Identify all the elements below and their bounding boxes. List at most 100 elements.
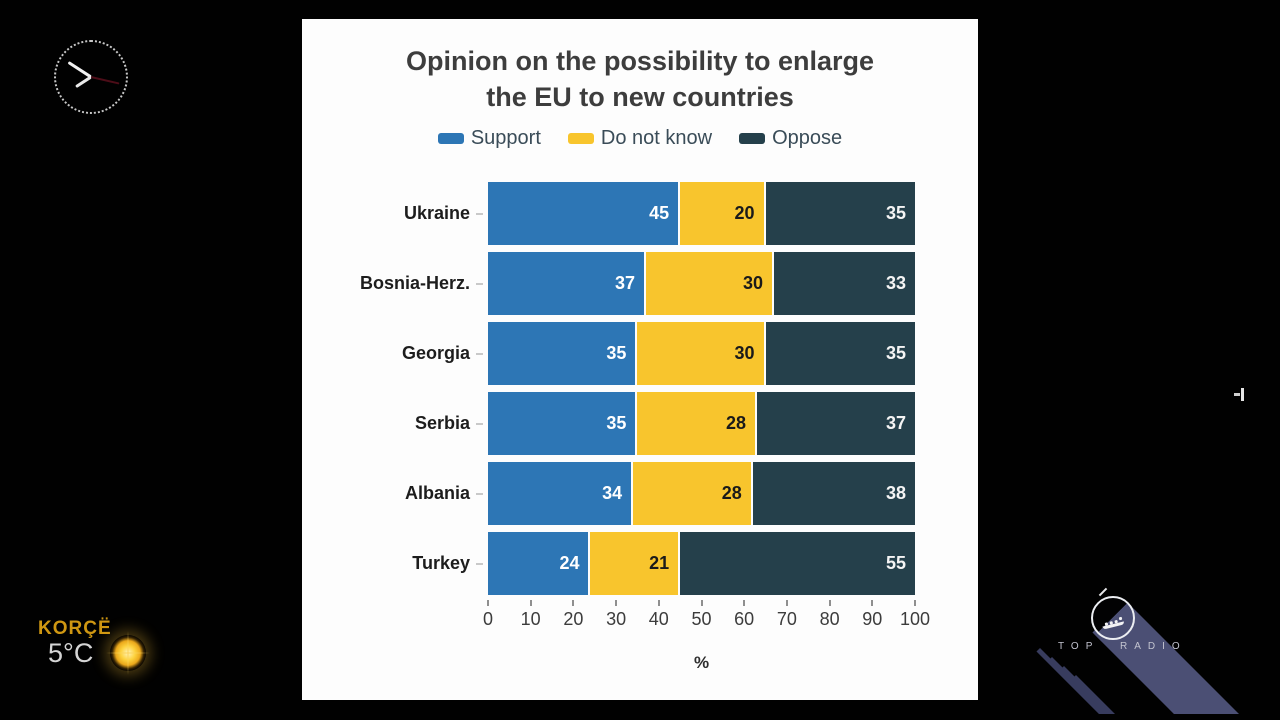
x-tick-label: 70: [776, 609, 797, 629]
table-row: Georgia 35 30 35: [302, 322, 978, 385]
x-tick-mark: [700, 600, 703, 606]
bar-value-label: 38: [885, 483, 906, 503]
radio-logo: TOP RADIO: [1020, 558, 1280, 714]
bar-segment-do-not-know: 28: [633, 462, 753, 525]
bar-value-label: 20: [734, 203, 755, 223]
chart-rows: Ukraine 45 20 35 Bosnia-Herz. 37 30 33 Georgia 35…: [302, 182, 978, 602]
x-tick-mark: [743, 600, 746, 606]
category-label: Turkey: [412, 553, 470, 573]
bar-value-label: 37: [614, 273, 635, 293]
y-axis-tick: [470, 282, 488, 285]
chart-panel: Opinion on the possibility to enlarge th…: [302, 19, 978, 700]
bar-value-label: 45: [649, 203, 670, 223]
bar-segment-support: 34: [488, 462, 634, 525]
chart-title-line-2: the EU to new countries: [486, 82, 794, 112]
bar-segment-support: 35: [488, 392, 638, 455]
cursor-artifact: [1241, 388, 1244, 401]
y-tick-mark: [475, 212, 483, 215]
x-tick-label: 30: [606, 609, 627, 629]
clock-second-hand: [90, 76, 120, 85]
bar-value-label: 30: [743, 273, 764, 293]
bar-segment-oppose: 55: [680, 532, 915, 595]
y-tick-mark: [475, 492, 483, 495]
legend-item-oppose: Oppose: [739, 127, 842, 150]
bar-segment-do-not-know: 30: [645, 252, 775, 315]
x-tick-mark: [828, 600, 831, 606]
chart-legend: Support Do not know Oppose: [302, 127, 978, 150]
chart-title: Opinion on the possibility to enlarge th…: [302, 43, 978, 115]
x-axis: 0 10 20 30 40 50 60 70 80 90 100: [483, 600, 930, 642]
bar-value-label: 21: [649, 553, 670, 573]
y-tick-mark: [475, 282, 483, 285]
x-tick-mark: [914, 600, 916, 606]
bar-segment-support: 45: [488, 182, 681, 245]
table-row: Bosnia-Herz. 37 30 33: [302, 252, 978, 315]
weather-temperature: 5°C: [48, 638, 94, 668]
bar-segment-support: 35: [488, 322, 638, 385]
bar-value-label: 24: [559, 553, 580, 573]
legend-item-do-not-know: Do not know: [567, 127, 712, 150]
x-tick-mark: [487, 600, 489, 606]
x-tick-label: 90: [862, 609, 883, 629]
table-row: Albania 34 28 38: [302, 462, 978, 525]
analog-clock-icon: [54, 40, 128, 114]
y-axis-tick: [470, 352, 488, 355]
bar-segment-oppose: 35: [765, 182, 915, 245]
x-tick-mark: [657, 600, 660, 606]
weather-city-label: KORÇË: [38, 618, 112, 639]
bar-track: 37 30 33: [488, 252, 915, 315]
bar-track: 35 30 35: [488, 322, 915, 385]
x-tick-label: 80: [819, 609, 840, 629]
x-tick-mark: [572, 600, 575, 606]
logo-circle-icon: [1091, 596, 1135, 640]
y-axis-tick: [470, 562, 488, 565]
legend-swatch-icon: [567, 133, 594, 144]
category-label: Serbia: [414, 413, 470, 433]
bar-segment-oppose: 37: [756, 392, 915, 455]
logo-flag-icon: [1098, 587, 1108, 597]
legend-swatch-icon: [437, 133, 464, 144]
bar-segment-do-not-know: 21: [590, 532, 681, 595]
x-tick-mark: [529, 600, 532, 606]
y-tick-mark: [475, 352, 483, 355]
bar-track: 45 20 35: [488, 182, 915, 245]
x-tick-mark: [615, 600, 618, 606]
bar-value-label: 35: [606, 343, 627, 363]
bar-segment-do-not-know: 28: [637, 392, 757, 455]
y-tick-mark: [475, 422, 483, 425]
chart-title-line-1: Opinion on the possibility to enlarge: [405, 46, 875, 76]
y-axis-tick: [470, 422, 488, 425]
x-tick-label: 50: [691, 609, 712, 629]
category-label: Georgia: [401, 343, 470, 363]
x-tick-label: 100: [899, 609, 931, 629]
x-tick-mark: [871, 600, 874, 606]
bar-segment-oppose: 38: [752, 462, 915, 525]
x-tick-label: 60: [734, 609, 755, 629]
x-tick-mark: [785, 600, 788, 606]
legend-label: Support: [470, 127, 541, 149]
bar-segment-oppose: 33: [774, 252, 915, 315]
table-row: Serbia 35 28 37: [302, 392, 978, 455]
category-label: Bosnia-Herz.: [359, 273, 470, 293]
bar-value-label: 30: [734, 343, 755, 363]
category-label: Ukraine: [403, 203, 470, 223]
logo-text: TOP RADIO: [1058, 641, 1187, 652]
table-row: Turkey 24 21 55: [302, 532, 978, 595]
bar-value-label: 33: [885, 273, 906, 293]
y-tick-mark: [475, 562, 483, 565]
legend-item-support: Support: [437, 127, 541, 150]
bar-segment-support: 37: [488, 252, 646, 315]
x-tick-label: 40: [648, 609, 669, 629]
legend-swatch-icon: [739, 133, 766, 144]
bar-segment-oppose: 35: [765, 322, 915, 385]
boat-icon: [1101, 616, 1125, 630]
bar-value-label: 34: [602, 483, 623, 503]
category-label: Albania: [404, 483, 470, 503]
y-axis-tick: [470, 212, 488, 215]
x-tick-label: 10: [520, 609, 541, 629]
bar-value-label: 28: [725, 413, 746, 433]
bar-track: 24 21 55: [488, 532, 915, 595]
legend-label: Oppose: [772, 127, 843, 149]
cursor-artifact-dash: [1234, 393, 1240, 396]
